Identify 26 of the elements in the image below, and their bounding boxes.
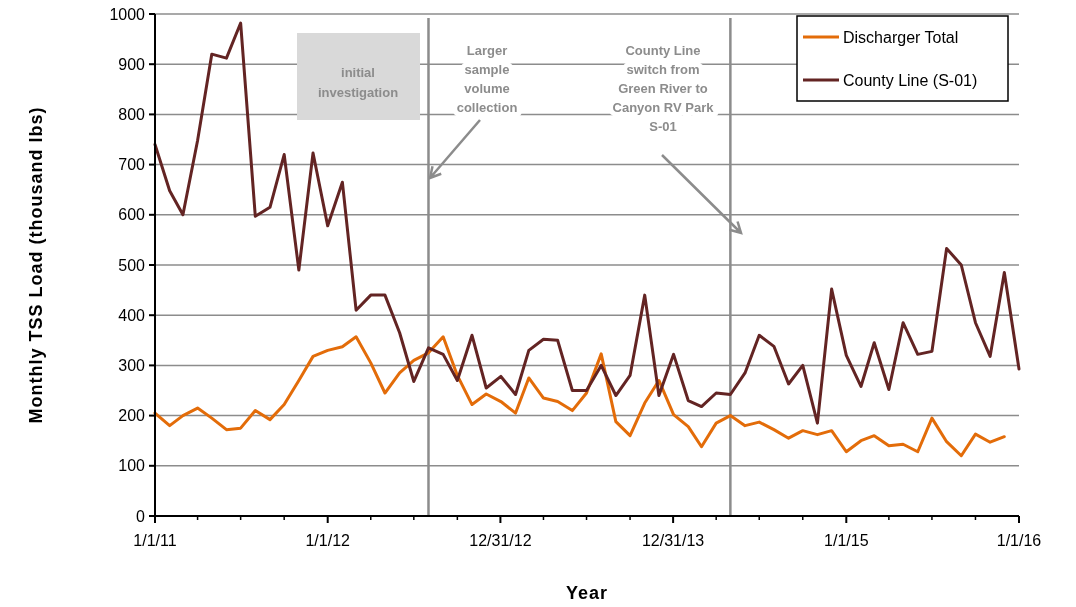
y-tick-label: 900: [118, 55, 146, 73]
legend-label: Discharger Total: [843, 28, 959, 46]
y-tick-label: 400: [118, 306, 146, 324]
y-tick-label: 300: [118, 357, 146, 374]
x-tick-label: 12/31/13: [641, 532, 705, 549]
y-axis-title: Monthly TSS Load (thousand lbs): [26, 106, 46, 424]
line-series: [153, 335, 1006, 458]
x-axis-title: Year: [565, 583, 609, 603]
x-tick-label: 12/31/12: [469, 532, 532, 549]
x-tick-label: 1/1/12: [305, 532, 351, 549]
y-tick-label: 700: [118, 156, 146, 174]
x-tick-label: 1/1/15: [824, 532, 869, 549]
y-tick-label: 1000: [109, 5, 146, 23]
y-tick-label: 600: [118, 206, 146, 224]
ref-line-label: County Line switch from Green River to Canyon RV Park S-01: [612, 43, 715, 134]
line-series: [153, 21, 1021, 425]
y-tick-label: 500: [118, 256, 146, 274]
y-tick-label: 200: [118, 407, 146, 425]
ref-line-label: Larger sample volume collection: [456, 43, 518, 115]
y-tick-label: 800: [118, 106, 146, 123]
y-tick-label: 0: [136, 507, 146, 525]
legend-label: County Line (S-01): [843, 71, 978, 89]
annotation: initial investigation: [317, 65, 399, 100]
x-tick-label: 1/1/16: [996, 532, 1042, 549]
y-tick-label: 100: [118, 457, 146, 475]
x-tick-label: 1/1/11: [133, 532, 177, 549]
